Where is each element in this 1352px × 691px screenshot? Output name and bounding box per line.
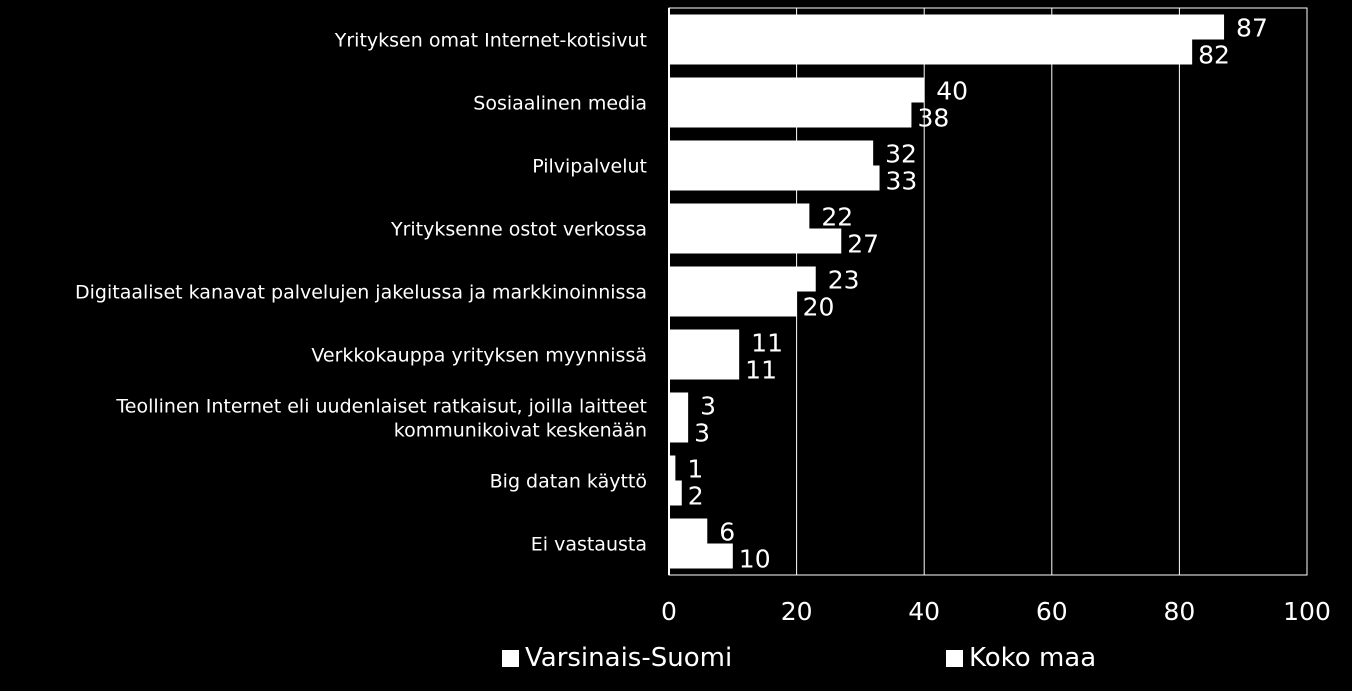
bar-koko-maa: [669, 543, 733, 569]
x-tick-label: 80: [1163, 597, 1195, 626]
bar-varsinais-suomi: [669, 455, 676, 481]
bar-koko-maa: [669, 480, 682, 506]
legend-label: Varsinais-Suomi: [525, 643, 733, 673]
value-label-varsinais-suomi: 32: [885, 140, 917, 169]
value-label-varsinais-suomi: 87: [1236, 14, 1268, 43]
category-label: Sosiaalinen media: [473, 93, 647, 115]
value-label-varsinais-suomi: 22: [821, 203, 853, 232]
value-label-varsinais-suomi: 1: [687, 455, 703, 484]
bar-varsinais-suomi: [669, 329, 740, 355]
value-label-koko-maa: 38: [917, 104, 949, 133]
x-tick-label: 100: [1283, 597, 1331, 626]
bar-varsinais-suomi: [669, 14, 1225, 40]
category-label: Ei vastausta: [531, 534, 647, 556]
x-tick-label: 0: [661, 597, 677, 626]
value-label-koko-maa: 33: [886, 167, 918, 196]
bar-koko-maa: [669, 354, 740, 380]
value-label-varsinais-suomi: 3: [700, 392, 716, 421]
legend-swatch-icon: [502, 649, 519, 667]
value-label-koko-maa: 82: [1198, 41, 1230, 70]
bar-koko-maa: [669, 417, 689, 443]
x-tick-label: 60: [1036, 597, 1068, 626]
value-label-varsinais-suomi: 23: [828, 266, 860, 295]
bar-koko-maa: [669, 228, 842, 254]
value-label-koko-maa: 27: [847, 230, 879, 259]
value-label-koko-maa: 3: [694, 419, 710, 448]
bar-koko-maa: [669, 39, 1193, 65]
category-label: Pilvipalvelut: [532, 156, 647, 178]
category-label: Yrityksenne ostot verkossa: [390, 219, 647, 241]
bar-koko-maa: [669, 165, 880, 191]
value-label-varsinais-suomi: 40: [936, 77, 968, 106]
legend-item-koko-maa: Koko maa: [946, 640, 1096, 676]
bar-varsinais-suomi: [669, 203, 810, 229]
category-label: Yrityksen omat Internet-kotisivut: [334, 30, 647, 52]
category-labels: Yrityksen omat Internet-kotisivut Sosiaal…: [75, 30, 647, 556]
bar-varsinais-suomi: [669, 518, 708, 544]
legend-swatch-icon: [946, 649, 963, 667]
x-tick-label: 40: [908, 597, 940, 626]
bar-varsinais-suomi: [669, 266, 816, 292]
category-label: Digitaaliset kanavat palvelujen jakeluss…: [75, 282, 647, 304]
bar-varsinais-suomi: [669, 140, 874, 166]
axes: [668, 7, 1308, 576]
bar-varsinais-suomi: [669, 392, 689, 418]
legend-item-varsinais-suomi: Varsinais-Suomi: [502, 640, 732, 676]
bar-koko-maa: [669, 291, 797, 317]
value-label-koko-maa: 10: [739, 545, 771, 574]
bar-koko-maa: [669, 102, 912, 128]
x-tick-label: 20: [781, 597, 813, 626]
value-label-varsinais-suomi: 6: [719, 518, 735, 547]
bar-varsinais-suomi: [669, 77, 925, 103]
category-label: Big datan käyttö: [490, 471, 647, 493]
value-label-koko-maa: 20: [803, 293, 835, 322]
bars-group: [669, 14, 1225, 569]
category-label: Teollinen Internet eli uudenlaiset ratka…: [115, 396, 647, 442]
legend-label: Koko maa: [969, 643, 1097, 673]
value-label-koko-maa: 11: [745, 356, 777, 385]
value-label-koko-maa: 2: [688, 482, 704, 511]
value-label-varsinais-suomi: 11: [751, 329, 783, 358]
category-label: Verkkokauppa yrityksen myynnissä: [311, 345, 647, 367]
x-tick-labels: 0 20 40 60 80 100: [661, 597, 1331, 626]
